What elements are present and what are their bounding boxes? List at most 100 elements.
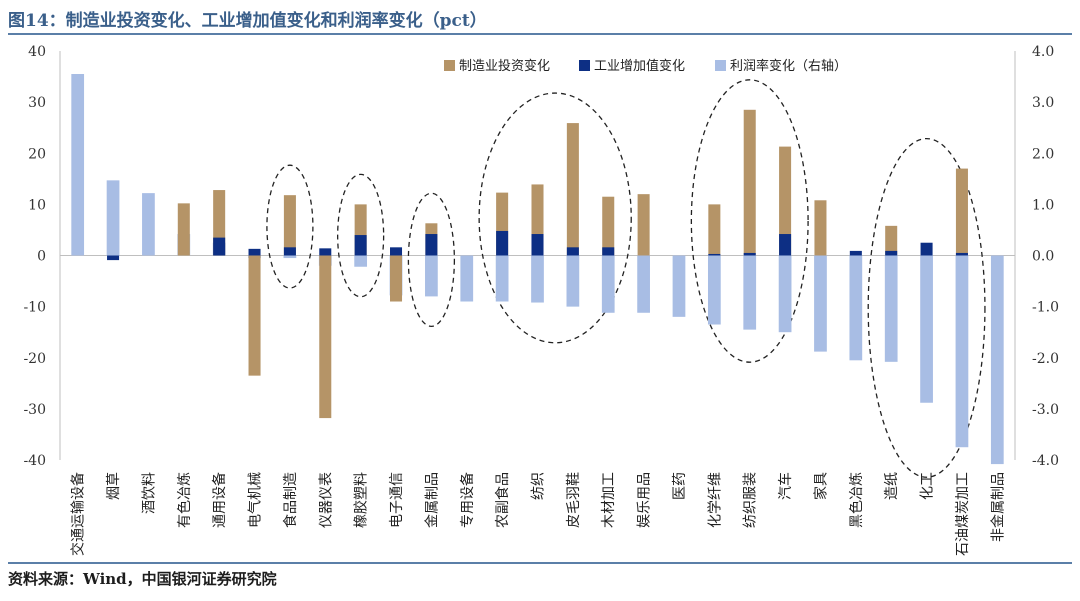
bar-investment-change (814, 200, 827, 256)
bar-profit-margin-change (354, 255, 368, 267)
highlight-ellipse-5 (690, 79, 809, 363)
bar-profit-margin-change (672, 255, 686, 317)
bar-profit-margin-change (460, 255, 474, 302)
bar-industrial-value-added-change (602, 247, 615, 256)
bar-industrial-value-added-change (708, 253, 721, 256)
y-left-tick-label: -20 (23, 351, 46, 367)
category-label: 家具 (812, 472, 829, 500)
bar-profit-margin-change (637, 255, 650, 313)
category-label: 纺织服装 (743, 472, 759, 528)
bar-investment-change (390, 255, 403, 302)
y-left-tick-label: -40 (23, 453, 46, 469)
bar-investment-change (602, 196, 615, 256)
bar-investment-change (955, 168, 968, 256)
bar-investment-change (743, 109, 756, 256)
category-label: 化学纤维 (707, 472, 723, 528)
bar-industrial-value-added-change (955, 252, 968, 256)
bar-profit-margin-change (601, 255, 615, 313)
y-left-tick-label: 30 (28, 95, 46, 111)
legend-label: 工业增加值变化 (594, 58, 685, 74)
bar-investment-change (319, 255, 332, 419)
category-label: 橡胶塑料 (353, 472, 370, 528)
category-label: 黑色冶炼 (848, 472, 865, 528)
y-left-tick-label: 40 (28, 44, 46, 60)
y-right-tick-label: -4.0 (1032, 453, 1059, 469)
category-label: 娱乐用品 (637, 472, 653, 528)
bar-profit-margin-change (71, 74, 85, 256)
y-right-tick-label: -2.0 (1032, 351, 1059, 367)
bar-profit-margin-change (955, 255, 969, 448)
bar-industrial-value-added-change (283, 247, 296, 256)
bar-investment-change (248, 255, 261, 376)
bar-industrial-value-added-change (885, 250, 898, 256)
bar-industrial-value-added-change (425, 234, 438, 256)
figure-title: 图14：制造业投资变化、工业增加值变化和利润率变化（pct） (8, 11, 487, 31)
bar-profit-margin-change (849, 255, 863, 361)
category-label: 酒饮料 (141, 472, 157, 514)
category-label: 通用设备 (211, 472, 228, 528)
category-label: 金属制品 (424, 472, 440, 528)
y-right-tick-label: 3.0 (1032, 95, 1054, 111)
bar-profit-margin-change (920, 255, 933, 403)
category-label: 食品制造 (282, 472, 299, 528)
y-left-tick-label: 20 (28, 146, 46, 162)
bar-industrial-value-added-change (107, 255, 120, 261)
highlight-ellipses (266, 79, 986, 478)
legend: 制造业投资变化 工业增加值变化 利润率变化（右轴） (444, 58, 847, 74)
bar-industrial-value-added-change (248, 248, 261, 256)
bar-industrial-value-added-change (354, 235, 367, 256)
bar-investment-change (708, 204, 721, 256)
highlight-ellipse-4 (478, 92, 632, 344)
y-left-tick-label: -30 (23, 402, 46, 418)
bar-profit-margin-change (884, 255, 898, 362)
bar-industrial-value-added-change (743, 252, 756, 256)
category-label: 化工 (920, 472, 936, 500)
highlight-ellipse-6 (867, 137, 986, 478)
y-right-tick-label: 2.0 (1032, 146, 1054, 162)
y-right-tick-label: -1.0 (1032, 300, 1059, 316)
category-label: 纺织 (531, 472, 547, 500)
y-right-tick-label: 0.0 (1032, 249, 1054, 265)
bar-profit-margin-change (142, 193, 155, 256)
category-label: 非金属制品 (990, 472, 1006, 542)
bar-industrial-value-added-change (390, 247, 403, 256)
category-label: 汽车 (777, 472, 794, 500)
bar-investment-change (637, 194, 650, 256)
legend-swatch (444, 60, 455, 71)
category-label: 石油煤炭加工 (955, 472, 971, 556)
bar-profit-margin-change (743, 255, 757, 330)
bar-industrial-value-added-change (213, 237, 226, 256)
y-right-tick-label: 4.0 (1032, 44, 1054, 60)
highlight-ellipse-1 (266, 164, 314, 289)
y-left-tick-label: 10 (28, 197, 46, 213)
category-label: 仪器仪表 (318, 472, 334, 528)
highlight-ellipse-2 (337, 173, 385, 298)
bar-investment-change (566, 123, 579, 256)
tick-labels-group: 40 30 20 10 0 -10 -20 -30 -40 4.0 3.0 2.0 1.0 0.0 -1.0… (23, 44, 1059, 556)
category-label: 专用设备 (459, 472, 476, 528)
category-label: 木材加工 (601, 472, 617, 528)
legend-label: 利润率变化（右轴） (730, 58, 847, 74)
category-label: 有色冶炼 (176, 472, 193, 528)
highlight-ellipse-3 (407, 192, 456, 328)
bars-group (71, 74, 1004, 465)
y-right-tick-label: 1.0 (1032, 197, 1054, 213)
bar-profit-margin-change (566, 255, 580, 307)
source-note: 资料来源：Wind，中国银河证券研究院 (8, 570, 277, 588)
bar-investment-change (177, 203, 190, 256)
bar-profit-margin-change (778, 255, 792, 333)
bar-profit-margin-change (707, 255, 721, 325)
legend-label: 制造业投资变化 (459, 58, 550, 74)
bar-industrial-value-added-change (531, 234, 544, 256)
bar-industrial-value-added-change (779, 234, 792, 256)
legend-swatch (715, 60, 726, 71)
bar-profit-margin-change (990, 255, 1004, 465)
bar-profit-margin-change (106, 180, 120, 256)
y-right-tick-label: -3.0 (1032, 402, 1059, 418)
bar-investment-change (283, 195, 296, 256)
bar-investment-change (885, 225, 898, 256)
source-rule (8, 562, 1072, 564)
category-label: 皮毛羽鞋 (566, 472, 582, 528)
title-rule (8, 33, 1072, 35)
